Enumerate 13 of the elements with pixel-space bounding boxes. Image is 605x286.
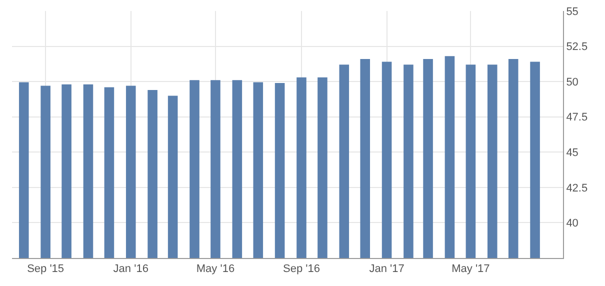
y-tick-label: 50 <box>566 76 578 88</box>
x-tick-label: Jan '16 <box>113 263 148 276</box>
x-tick-label: May '16 <box>196 263 235 276</box>
x-tick-label: Jan '17 <box>369 263 404 276</box>
y-tick-label: 45 <box>566 146 578 159</box>
x-tick-label: May '17 <box>452 263 490 276</box>
y-tick-label: 40 <box>566 218 578 230</box>
y-tick-label: 42.5 <box>566 182 588 194</box>
y-tick-label: 55 <box>566 6 578 18</box>
y-tick-label: 47.5 <box>566 112 588 124</box>
x-tick-label: Sep '15 <box>27 263 64 276</box>
x-tick-label: Sep '16 <box>282 263 320 276</box>
y-tick-label: 52.5 <box>566 41 588 54</box>
